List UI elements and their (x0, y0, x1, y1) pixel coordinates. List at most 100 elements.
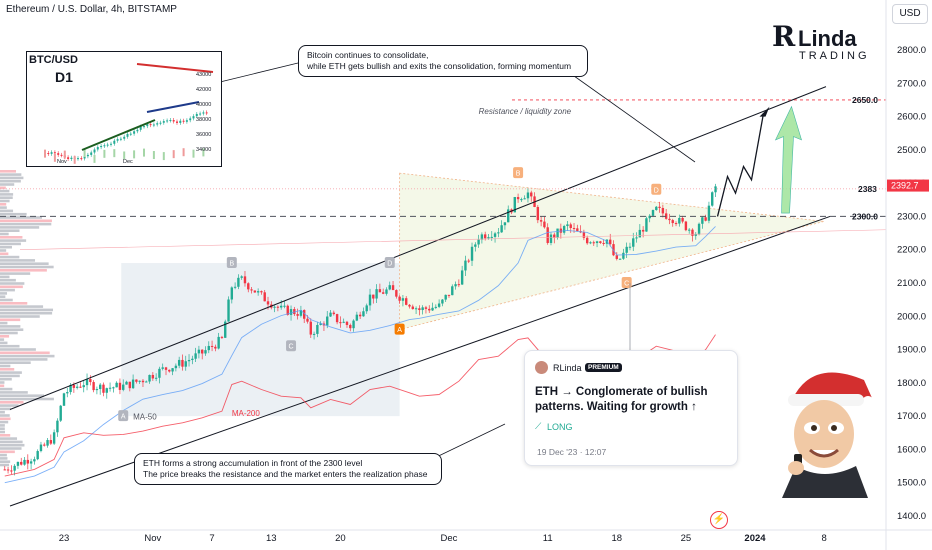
pattern-point-d: D (384, 257, 395, 269)
author-name[interactable]: RLinda (553, 363, 582, 373)
current-price-label: 2392.7 (891, 181, 919, 191)
y-tick-label: 2100.0 (897, 278, 926, 289)
volume-profile-bar (0, 414, 10, 417)
volume-profile-bar (0, 262, 49, 265)
inset-volume-bar (113, 149, 116, 158)
inset-candle-body (110, 143, 112, 145)
candle-body (628, 246, 632, 248)
level-label: 2300.0 (852, 211, 878, 221)
volume-profile-bar (0, 255, 20, 259)
candle-body (701, 217, 704, 224)
candle-body (687, 229, 691, 231)
candle-body (36, 451, 39, 460)
candle-body (381, 292, 385, 294)
inset-candle-body (83, 156, 86, 159)
candle-body (293, 309, 296, 315)
candle-body (661, 207, 665, 214)
candle-body (237, 277, 240, 287)
candle-body (151, 374, 155, 379)
x-tick-label: 7 (209, 533, 214, 544)
candle-body (273, 306, 276, 308)
candle-body (72, 384, 76, 388)
candle-body (230, 287, 234, 300)
candle-body (648, 215, 651, 219)
candle-body (342, 321, 345, 323)
volume-profile-bar (0, 318, 21, 322)
candle-body (174, 365, 178, 369)
candle-body (651, 210, 655, 216)
lightning-icon[interactable]: ⚡ (710, 511, 728, 529)
candle-body (536, 207, 540, 221)
inset-price-label: 34000 (196, 147, 211, 153)
volume-profile-bar (0, 338, 5, 341)
inset-candle-body (176, 121, 178, 123)
inset-candle-body (169, 120, 172, 122)
candle-body (464, 260, 467, 271)
volume-profile-bar (0, 269, 47, 272)
candle-body (681, 217, 684, 222)
volume-profile-bar (0, 179, 21, 183)
candle-body (500, 225, 503, 233)
candle-body (520, 199, 523, 201)
inset-candle-body (166, 120, 169, 122)
inset-candle-body (96, 147, 99, 150)
inset-price-label: 36000 (196, 132, 211, 138)
inset-candle-body (77, 158, 79, 160)
y-tick-label: 1900.0 (897, 345, 926, 356)
candle-body (474, 244, 477, 247)
pattern-point-c: C (621, 277, 632, 288)
inset-volume-bar (162, 152, 165, 161)
inset-candle-body (189, 118, 192, 121)
candle-body (122, 384, 125, 390)
y-tick-label: 2600.0 (897, 112, 926, 123)
author-avatar (535, 361, 548, 374)
candle-body (105, 388, 108, 393)
candle-body (243, 276, 247, 284)
candle-body (395, 290, 398, 297)
candle-body (444, 294, 447, 300)
idea-title[interactable]: ETH → Conglomerate of bullish patterns. … (535, 386, 708, 413)
candle-body (214, 346, 217, 349)
inset-candle-body (139, 126, 142, 130)
candle-body (480, 234, 484, 240)
pattern-point-bg (394, 323, 405, 335)
candle-body (286, 305, 289, 315)
inset-candle-body (70, 157, 73, 159)
candle-body (658, 206, 661, 208)
premium-badge: PREMIUM (585, 363, 622, 372)
candle-body (477, 239, 480, 245)
pattern-point-label: C (624, 281, 629, 288)
volume-profile-bar (0, 434, 11, 437)
callout-top: Bitcoin continues to consolidate, while … (298, 45, 588, 77)
candle-body (355, 314, 359, 321)
candle-body (10, 470, 13, 472)
inset-volume-bar (143, 148, 145, 157)
candle-body (684, 221, 688, 231)
candle-body (154, 377, 158, 379)
x-tick-label: 25 (681, 533, 692, 544)
candle-body (490, 236, 493, 238)
volume-profile-bar (0, 176, 24, 180)
candle-body (424, 307, 428, 309)
candle-body (46, 440, 49, 446)
currency-button[interactable]: USD (892, 4, 928, 24)
candle-body (645, 218, 648, 232)
candle-body (562, 226, 566, 233)
candle-body (253, 290, 257, 293)
candle-body (635, 237, 638, 239)
inset-volume-bar (202, 148, 205, 157)
idea-card[interactable]: RLinda PREMIUM ETH → Conglomerate of bul… (524, 350, 738, 466)
candle-body (664, 213, 668, 219)
inset-candle-body (60, 154, 63, 156)
volume-profile-bar (0, 173, 22, 176)
candle-body (602, 242, 605, 244)
inset-candle-body (53, 152, 56, 154)
inset-volume-bar (192, 149, 195, 158)
candle-body (539, 220, 543, 222)
candle-body (263, 292, 266, 302)
candle-body (451, 286, 454, 296)
current-price-badge (887, 179, 929, 192)
candle-body (227, 299, 230, 322)
